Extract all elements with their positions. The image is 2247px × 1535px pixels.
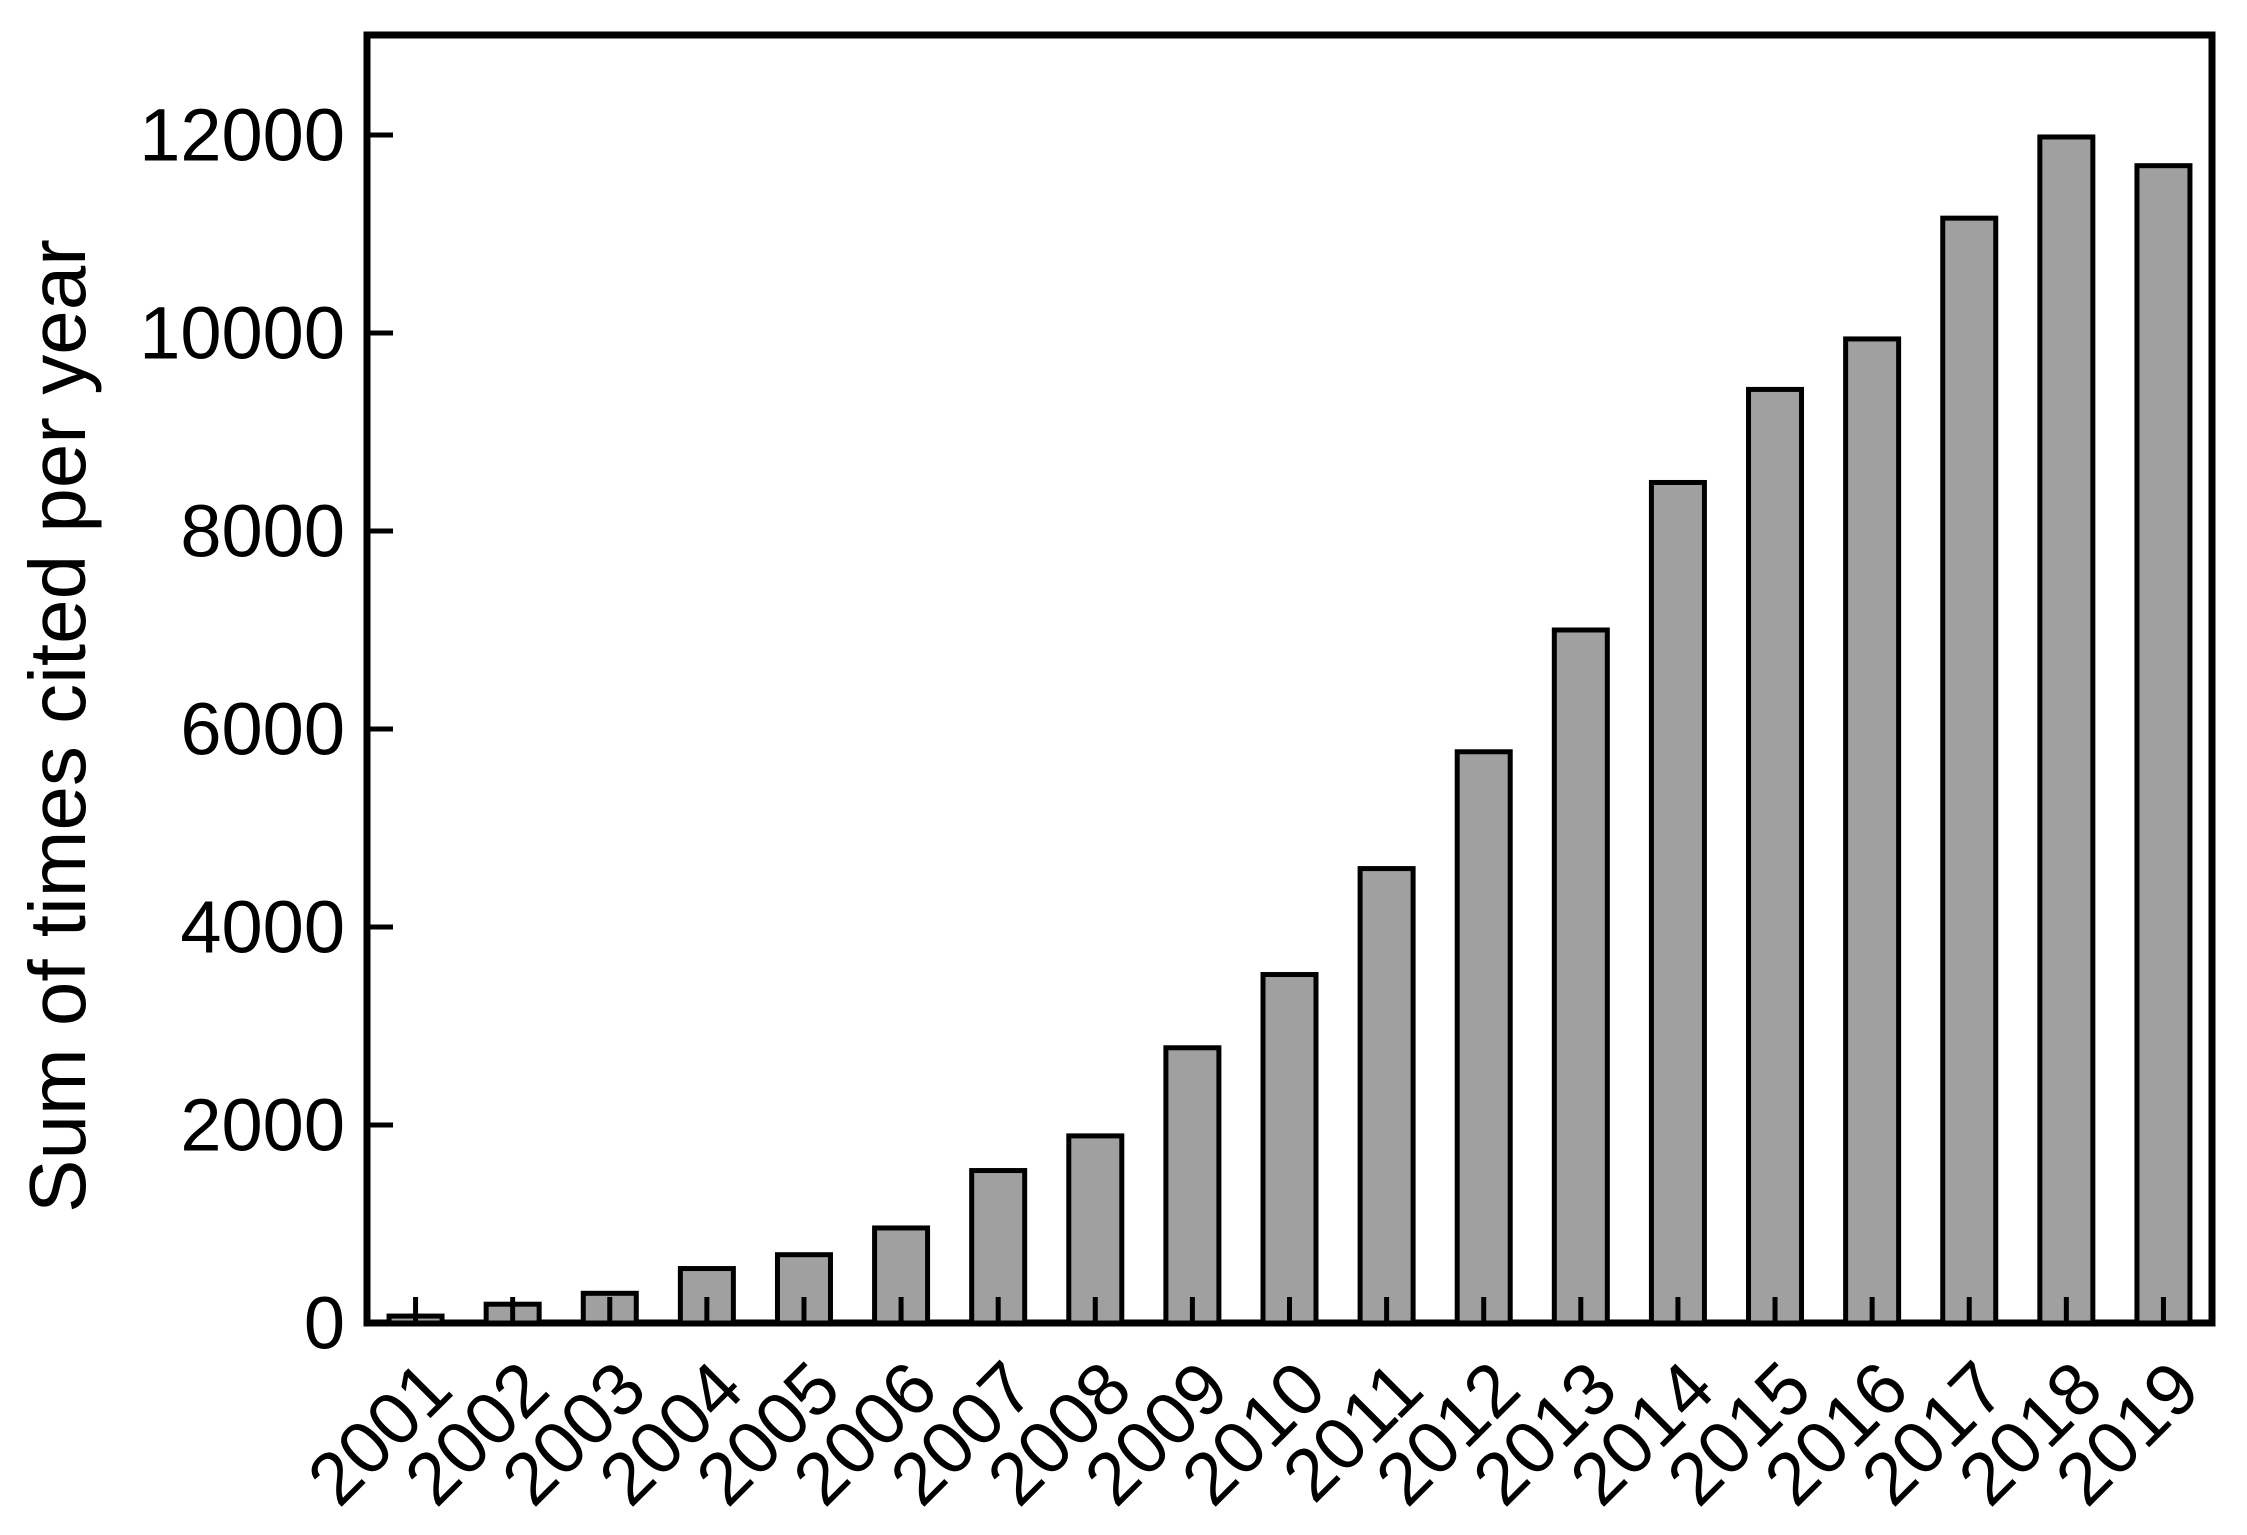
bar-2018 bbox=[2037, 134, 2096, 1326]
bar-2008 bbox=[1066, 1133, 1125, 1326]
bar-2015 bbox=[1746, 386, 1805, 1326]
bar-2011 bbox=[1357, 866, 1416, 1326]
y-tick-label-10000: 10000 bbox=[139, 291, 345, 374]
y-tick-label-8000: 8000 bbox=[180, 489, 345, 572]
bar-2016 bbox=[1843, 336, 1902, 1326]
y-tick-label-4000: 4000 bbox=[180, 885, 345, 968]
bar-2014 bbox=[1648, 479, 1707, 1326]
bar-2009 bbox=[1163, 1045, 1222, 1326]
y-tick-label-2000: 2000 bbox=[180, 1083, 345, 1166]
bar-2004 bbox=[677, 1266, 736, 1326]
y-tick-label-12000: 12000 bbox=[139, 93, 345, 176]
y-tick-label-6000: 6000 bbox=[180, 687, 345, 770]
bar-2010 bbox=[1260, 972, 1319, 1326]
bar-2019 bbox=[2134, 163, 2193, 1326]
bar-2006 bbox=[872, 1225, 931, 1326]
y-tick-label-0: 0 bbox=[304, 1282, 345, 1365]
bar-2013 bbox=[1551, 627, 1610, 1326]
bar-2017 bbox=[1940, 215, 1999, 1326]
bar-2012 bbox=[1454, 749, 1513, 1326]
